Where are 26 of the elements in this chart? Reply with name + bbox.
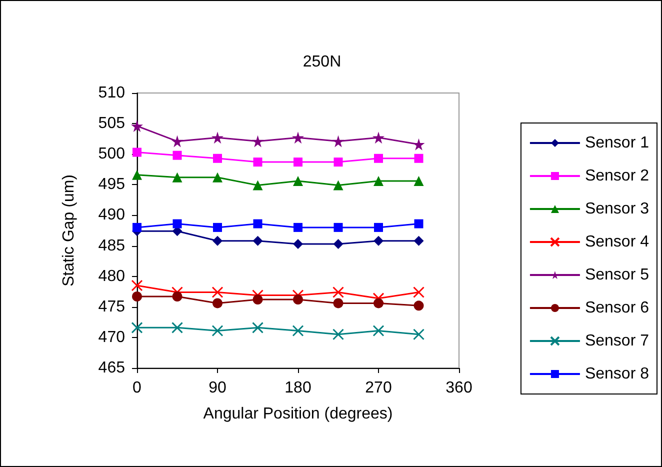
x-tick-label: 360: [446, 380, 472, 396]
y-tick-label: 495: [98, 176, 126, 194]
legend-label: Sensor 2: [584, 168, 650, 184]
x-axis-title: Angular Position (degrees): [203, 406, 393, 422]
y-tick-label: 480: [98, 268, 126, 285]
legend-label: Sensor 5: [584, 266, 650, 284]
x-tick-label: 180: [284, 380, 312, 396]
legend-label: Sensor 1: [584, 134, 650, 152]
chart-title: 250N: [302, 54, 342, 70]
x-tick-label: 270: [365, 380, 392, 396]
y-tick-label: 505: [98, 115, 126, 132]
legend-label: Sensor 7: [584, 332, 650, 350]
legend-label: Sensor 8: [584, 366, 650, 382]
y-tick-label: 475: [98, 298, 126, 316]
legend-label: Sensor 3: [584, 200, 650, 218]
y-tick-label: 510: [98, 84, 126, 102]
x-tick-label: 90: [208, 380, 226, 396]
legend-label: Sensor 6: [584, 300, 650, 316]
legend-label: Sensor 4: [584, 234, 650, 250]
y-tick-label: 465: [98, 360, 126, 376]
x-tick-label: 0: [132, 380, 142, 396]
y-tick-label: 470: [98, 328, 126, 346]
y-tick-label: 500: [98, 146, 126, 163]
y-axis-title: Static Gap (um): [60, 174, 78, 287]
y-tick-label: 485: [98, 237, 126, 254]
y-tick-label: 490: [98, 206, 126, 224]
